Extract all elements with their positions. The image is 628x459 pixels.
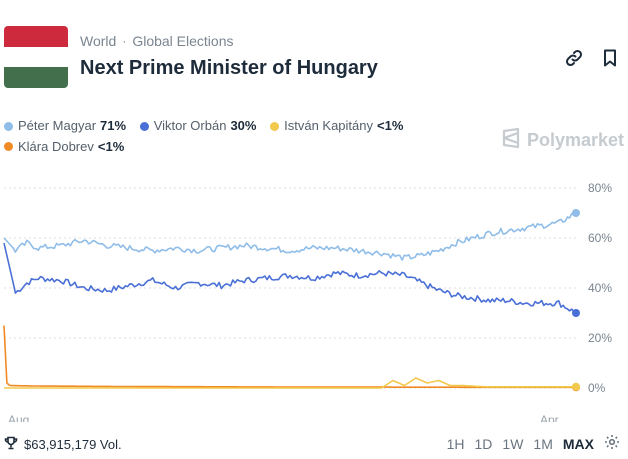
legend-value: <1% xyxy=(97,138,125,154)
legend-value: 71% xyxy=(100,118,127,133)
legend-swatch xyxy=(139,121,149,131)
range-1h[interactable]: 1H xyxy=(446,435,465,452)
legend-value: <1% xyxy=(377,118,404,133)
breadcrumb-global-elections[interactable]: Global Elections xyxy=(132,33,234,49)
legend-label: Péter Magyar xyxy=(18,118,97,133)
bookmark-icon[interactable] xyxy=(600,48,620,68)
polymarket-icon xyxy=(501,127,521,154)
y-tick-label: 80% xyxy=(588,181,612,195)
trophy-icon xyxy=(4,436,18,453)
legend-item-peter-magyar: Péter Magyar 71% xyxy=(4,116,126,136)
legend-item-viktor-orban: Viktor Orbán 30% xyxy=(139,116,257,136)
legend-value: 30% xyxy=(230,118,257,133)
series-line xyxy=(3,212,577,261)
volume-info: $63,915,179 Vol. xyxy=(4,436,122,453)
x-tick-label: Apr xyxy=(540,413,559,422)
range-max[interactable]: MAX xyxy=(562,435,594,452)
flag-band-white xyxy=(4,46,68,68)
series-line xyxy=(3,325,576,389)
range-1w[interactable]: 1W xyxy=(502,435,524,452)
y-tick-label: 60% xyxy=(588,231,612,245)
legend-swatch xyxy=(270,121,280,131)
series-end-point xyxy=(572,209,580,217)
breadcrumb: World · Global Elections xyxy=(80,33,233,49)
series-end-point xyxy=(572,309,580,317)
polymarket-logo: Polymarket xyxy=(501,127,624,154)
series-line xyxy=(4,377,576,389)
price-history-chart: 80% 60% 40% 20% 0% Aug Apr xyxy=(3,181,612,422)
legend-swatch xyxy=(4,121,13,131)
range-1d[interactable]: 1D xyxy=(474,435,493,452)
flag-band-red xyxy=(4,26,68,47)
time-range-selector: 1H 1D 1W 1M MAX xyxy=(447,434,620,453)
volume-text: $63,915,179 Vol. xyxy=(24,437,122,452)
range-1m[interactable]: 1M xyxy=(533,435,553,452)
y-tick-label: 20% xyxy=(588,331,612,345)
legend-item-istvan-kapitany: István Kapitány <1% xyxy=(270,116,403,136)
flag-band-green xyxy=(4,67,68,88)
header-actions xyxy=(564,48,620,68)
settings-gear-icon[interactable] xyxy=(604,434,620,453)
legend-swatch xyxy=(4,142,13,151)
hungary-flag xyxy=(4,26,68,88)
page-title: Next Prime Minister of Hungary xyxy=(80,57,378,79)
legend-item-klara-dobrev: Klára Dobrev <1% xyxy=(4,137,124,157)
y-tick-label: 0% xyxy=(588,381,606,395)
legend-label: Klára Dobrev xyxy=(18,138,94,154)
brand-name: Polymarket xyxy=(526,130,624,150)
y-tick-label: 40% xyxy=(588,281,612,295)
legend-label: Viktor Orbán xyxy=(153,118,227,133)
breadcrumb-world[interactable]: World xyxy=(80,33,117,49)
chart-legend: Péter Magyar 71% Viktor Orbán 30% István… xyxy=(4,116,474,157)
x-tick-label: Aug xyxy=(8,413,29,422)
breadcrumb-separator: · xyxy=(122,34,127,48)
legend-label: István Kapitány xyxy=(284,118,373,133)
series-line xyxy=(3,242,577,314)
link-icon[interactable] xyxy=(564,48,584,68)
series-end-point xyxy=(572,382,580,391)
